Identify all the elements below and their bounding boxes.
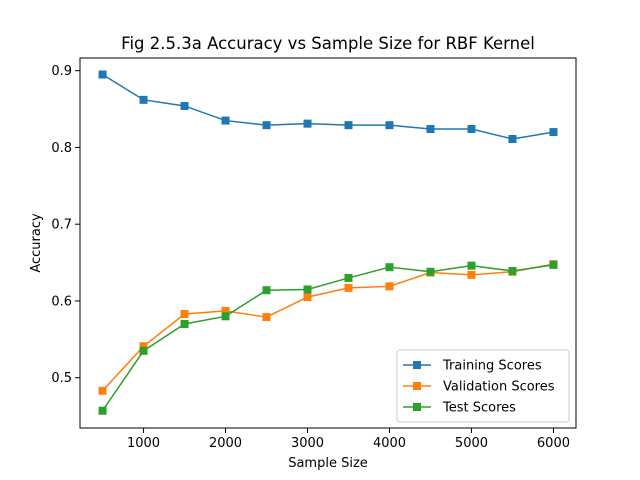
y-axis-label: Accuracy [29, 213, 44, 273]
axes-border [79, 57, 577, 429]
data-point-test-scores [180, 319, 189, 328]
x-tick-label: 5000 [455, 436, 488, 451]
data-point-validation-scores [467, 270, 476, 279]
legend-item-test-scores: Test Scores [403, 401, 516, 416]
legend-item-training-scores: Training Scores [403, 359, 542, 374]
data-point-validation-scores [221, 306, 230, 315]
series-layer [98, 70, 558, 415]
series-training-scores [98, 70, 558, 143]
x-tick-label: 3000 [291, 436, 324, 451]
data-point-test-scores [467, 261, 476, 270]
data-point-validation-scores [344, 283, 353, 292]
series-line-validation-scores [101, 263, 554, 392]
legend-marker [413, 361, 421, 369]
data-point-test-scores [426, 267, 435, 276]
x-tick-label: 2000 [209, 436, 242, 451]
legend-item-validation-scores: Validation Scores [403, 380, 555, 395]
data-point-test-scores [303, 285, 312, 294]
legend: Training Scores Validation Scores Test Sco… [396, 349, 570, 423]
x-axis-label: Sample Size [288, 456, 368, 471]
data-point-test-scores [221, 312, 230, 321]
data-point-validation-scores [139, 342, 148, 351]
y-tick-label: 0.6 [51, 294, 72, 309]
data-point-training-scores [467, 125, 476, 134]
y-tick-label: 0.5 [51, 371, 72, 386]
legend-marker [413, 403, 421, 411]
data-point-training-scores [344, 121, 353, 130]
y-tick-label: 0.9 [51, 64, 72, 79]
data-point-training-scores [426, 125, 435, 134]
data-point-test-scores [549, 260, 558, 269]
chart-title: Fig 2.5.3a Accuracy vs Sample Size for R… [121, 34, 535, 53]
legend-label: Training Scores [442, 359, 542, 374]
data-point-validation-scores [98, 386, 107, 395]
data-point-training-scores [98, 70, 107, 79]
y-tick-label: 0.7 [51, 218, 72, 233]
y-axis: 0.5 0.6 0.7 0.8 0.9 [51, 64, 80, 386]
data-point-training-scores [303, 119, 312, 128]
data-point-training-scores [385, 121, 394, 130]
x-tick-label: 6000 [537, 436, 570, 451]
x-axis: 1000 2000 3000 4000 5000 6000 [127, 428, 570, 451]
data-point-training-scores [508, 134, 517, 143]
legend-marker [413, 382, 421, 390]
x-tick-label: 4000 [373, 436, 406, 451]
data-point-test-scores [508, 267, 517, 276]
y-tick-label: 0.8 [51, 141, 72, 156]
data-point-validation-scores [180, 310, 189, 319]
data-point-validation-scores [303, 293, 312, 302]
series-line-training-scores [102, 73, 554, 140]
legend-box [396, 349, 570, 423]
series-line-test-scores [101, 264, 554, 412]
data-point-validation-scores [385, 282, 394, 291]
x-tick-label: 1000 [127, 436, 160, 451]
data-point-test-scores [139, 346, 148, 355]
legend-label: Test Scores [442, 401, 516, 416]
data-point-training-scores [139, 95, 148, 104]
data-point-training-scores [221, 116, 230, 125]
data-point-training-scores [180, 101, 189, 110]
data-point-training-scores [262, 121, 271, 130]
data-point-test-scores [262, 286, 271, 295]
data-point-test-scores [385, 263, 394, 272]
data-point-training-scores [549, 128, 558, 137]
data-point-test-scores [98, 406, 107, 415]
series-test-scores [98, 260, 558, 415]
legend-label: Validation Scores [443, 380, 555, 395]
data-point-test-scores [344, 273, 353, 282]
data-point-validation-scores [262, 313, 271, 322]
